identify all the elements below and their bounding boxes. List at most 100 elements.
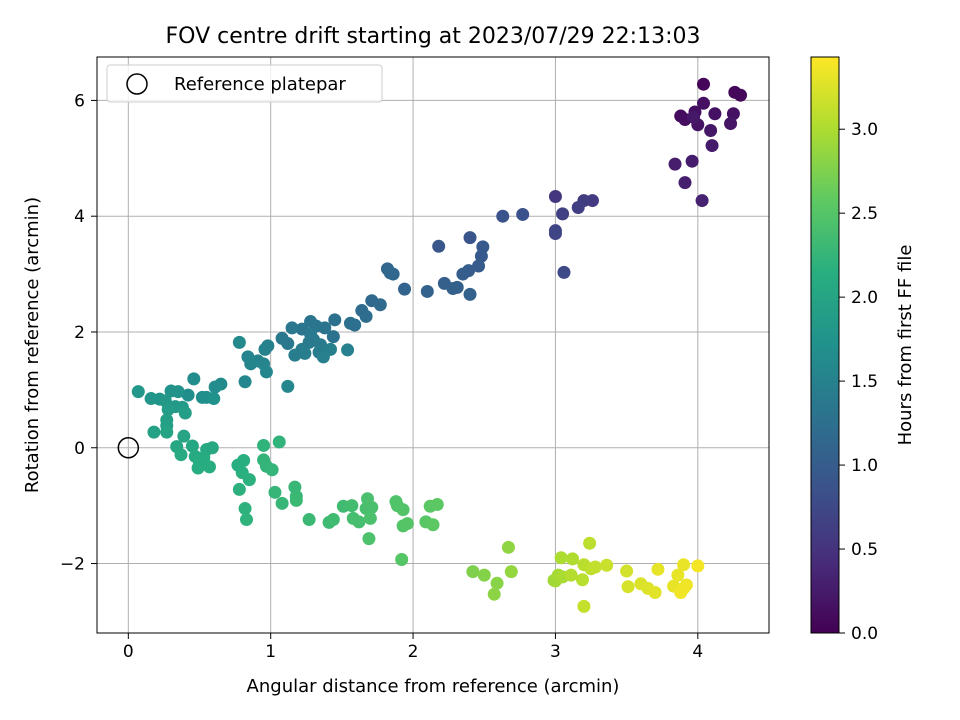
data-point [238,502,252,516]
data-point [708,107,722,121]
y-axis-label: Rotation from reference (arcmin) [22,197,43,493]
data-point [232,335,246,349]
data-point [281,337,295,351]
data-point [208,380,222,394]
legend-marker-icon [126,73,148,95]
data-point [504,565,518,579]
data-point [191,461,205,475]
data-point [265,463,279,477]
y-tick-label: 4 [74,207,85,227]
data-point [487,587,501,601]
data-point [359,309,373,323]
colorbar-tick-label: 2.5 [851,204,878,224]
data-point [323,342,337,356]
colorbar-tick-label: 0.0 [851,624,878,644]
data-point [501,540,515,554]
data-point [554,551,568,565]
y-tick-label: 0 [74,439,85,459]
data-point [420,284,434,298]
data-point [164,384,178,398]
data-point [466,565,480,579]
data-point [446,282,460,296]
data-point [289,493,303,507]
data-point [430,497,444,511]
data-point [400,517,414,531]
x-tick-label: 2 [408,642,419,662]
data-point [160,425,174,439]
plot-frame [96,56,770,634]
colorbar-tick-label: 1.0 [851,456,878,476]
legend-label: Reference platepar [174,74,346,95]
data-point [174,448,188,462]
data-point [566,552,580,566]
data-point [678,176,692,190]
data-point [396,503,410,517]
data-point [575,573,589,587]
data-point [232,482,246,496]
data-point [697,96,711,110]
data-point [281,379,295,393]
data-point [258,342,272,356]
data-point [674,585,688,599]
data-point [691,559,705,573]
data-point [600,558,614,572]
data-point [328,313,342,327]
data-point [472,259,486,273]
data-point [288,348,302,362]
data-point [373,298,387,312]
data-point [202,460,216,474]
y-tick-label: 6 [74,91,85,111]
data-point [432,239,446,253]
legend: Reference platepar [106,64,383,103]
colorbar-tick-label: 2.0 [851,288,878,308]
data-point [564,568,578,582]
data-point [272,435,286,449]
data-point [205,441,219,455]
x-axis-ticks: 0 1 2 3 4 [123,633,703,662]
x-axis-label: Angular distance from reference (arcmin) [247,676,620,697]
data-point [383,266,397,280]
data-point [687,110,701,124]
data-point [474,249,488,263]
data-point [144,392,158,406]
colorbar-tick-label: 0.5 [851,540,878,560]
x-tick-label: 3 [550,642,561,662]
data-point [704,124,718,138]
data-point [724,117,738,131]
data-point [516,207,530,221]
chart-title: FOV centre drift starting at 2023/07/29 … [166,24,701,49]
data-point [131,385,145,399]
data-point [178,406,192,420]
legend-box [106,64,383,103]
data-point [651,562,665,576]
x-tick-label: 0 [123,642,134,662]
data-point [181,388,195,402]
data-point [147,425,161,439]
data-point [496,209,510,223]
data-point [685,154,699,168]
colorbar-tick-label: 3.0 [851,120,878,140]
reference-point [117,437,140,459]
data-point [456,267,470,281]
data-point [621,580,635,594]
data-point [577,599,591,613]
data-point [463,231,477,245]
data-point [426,518,440,532]
data-point [548,190,562,204]
data-point [185,439,199,453]
data-point [395,552,409,566]
data-point [668,157,682,171]
data-point [362,532,376,546]
data-point [187,372,201,386]
data-point [285,321,299,335]
data-point [275,496,289,510]
data-point [302,513,316,527]
data-point [398,282,412,296]
data-point [298,346,312,360]
data-point [677,558,691,572]
data-point [671,568,685,582]
data-point [244,357,258,371]
data-point [326,330,340,344]
data-point [463,287,477,301]
